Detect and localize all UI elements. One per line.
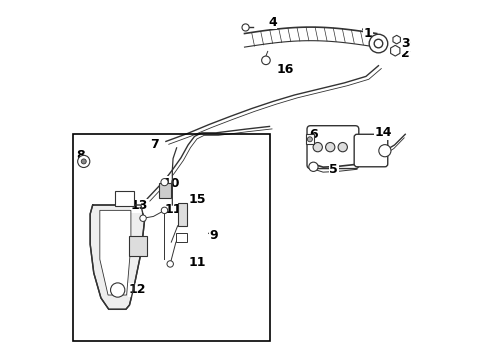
Text: 9: 9 [209, 229, 218, 242]
Circle shape [307, 137, 312, 142]
Circle shape [110, 283, 124, 297]
Text: 7: 7 [150, 138, 159, 151]
Bar [305, 134, 313, 144]
Text: 1: 1 [363, 27, 371, 40]
Polygon shape [100, 210, 131, 295]
Circle shape [312, 143, 322, 152]
Circle shape [78, 156, 90, 167]
Bar [159, 183, 171, 198]
Text: 6: 6 [308, 128, 317, 141]
Circle shape [161, 179, 168, 186]
Circle shape [242, 24, 248, 31]
FancyBboxPatch shape [306, 126, 358, 168]
Text: 4: 4 [267, 15, 276, 28]
Bar [176, 233, 186, 242]
Text: 15: 15 [188, 193, 205, 206]
Polygon shape [90, 205, 144, 309]
Text: 10: 10 [163, 177, 180, 190]
Text: 13: 13 [130, 199, 147, 212]
Text: 5: 5 [329, 163, 338, 176]
Circle shape [161, 207, 167, 213]
Text: 11: 11 [188, 256, 205, 269]
Circle shape [368, 34, 387, 53]
Circle shape [337, 143, 346, 152]
Text: 12: 12 [128, 283, 146, 296]
Text: 8: 8 [76, 149, 84, 162]
Text: 16: 16 [276, 63, 294, 76]
Bar [129, 236, 146, 256]
Text: 11: 11 [164, 203, 182, 216]
Text: 2: 2 [400, 47, 409, 60]
Bar [73, 134, 269, 341]
Text: 14: 14 [374, 126, 391, 139]
Circle shape [140, 215, 146, 221]
FancyBboxPatch shape [353, 134, 387, 167]
Circle shape [373, 39, 382, 48]
Circle shape [81, 159, 86, 164]
Circle shape [325, 143, 334, 152]
Bar [115, 191, 134, 206]
Circle shape [166, 261, 173, 267]
Text: 3: 3 [400, 37, 409, 50]
Circle shape [378, 145, 390, 157]
Circle shape [261, 56, 270, 64]
Bar [177, 203, 186, 226]
Circle shape [308, 162, 317, 171]
